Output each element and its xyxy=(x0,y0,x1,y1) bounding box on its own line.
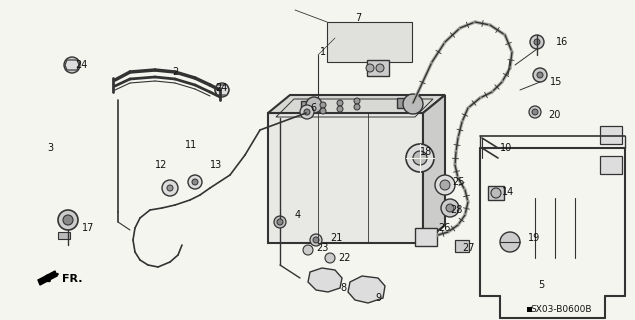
Circle shape xyxy=(537,72,543,78)
Polygon shape xyxy=(423,95,445,243)
Text: 8: 8 xyxy=(340,283,346,293)
Circle shape xyxy=(320,102,326,108)
Text: SX03-B0600B: SX03-B0600B xyxy=(530,306,591,315)
Bar xyxy=(488,186,504,200)
Circle shape xyxy=(303,245,313,255)
Bar xyxy=(301,101,311,109)
Text: 23: 23 xyxy=(316,243,328,253)
Text: 2: 2 xyxy=(172,67,178,77)
Text: 4: 4 xyxy=(295,210,301,220)
Circle shape xyxy=(366,64,374,72)
Text: 15: 15 xyxy=(550,77,563,87)
Bar xyxy=(600,156,622,174)
Bar xyxy=(600,126,622,144)
Text: 16: 16 xyxy=(556,37,568,47)
Circle shape xyxy=(58,210,78,230)
Circle shape xyxy=(413,151,427,165)
Text: 22: 22 xyxy=(338,253,351,263)
Text: 9: 9 xyxy=(375,293,381,303)
Text: 1: 1 xyxy=(320,47,326,57)
Text: 19: 19 xyxy=(528,233,540,243)
Text: 26: 26 xyxy=(438,223,450,233)
Circle shape xyxy=(403,94,423,114)
Polygon shape xyxy=(268,95,445,113)
Circle shape xyxy=(435,175,455,195)
Circle shape xyxy=(354,98,360,104)
Bar xyxy=(397,98,409,108)
Circle shape xyxy=(310,234,322,246)
Bar xyxy=(527,307,532,312)
Circle shape xyxy=(406,144,434,172)
Circle shape xyxy=(491,188,501,198)
Circle shape xyxy=(306,97,322,113)
Circle shape xyxy=(320,108,326,114)
Polygon shape xyxy=(348,276,385,303)
Circle shape xyxy=(534,39,540,45)
Circle shape xyxy=(376,64,384,72)
Circle shape xyxy=(337,100,343,106)
Circle shape xyxy=(325,253,335,263)
Bar xyxy=(367,60,389,76)
Circle shape xyxy=(441,199,459,217)
Text: 20: 20 xyxy=(548,110,560,120)
Circle shape xyxy=(162,180,178,196)
Circle shape xyxy=(300,105,314,119)
Text: 13: 13 xyxy=(210,160,222,170)
Circle shape xyxy=(304,109,310,115)
Circle shape xyxy=(274,216,286,228)
Polygon shape xyxy=(65,60,79,70)
Circle shape xyxy=(167,185,173,191)
Polygon shape xyxy=(38,271,57,285)
Text: 12: 12 xyxy=(155,160,168,170)
Text: 10: 10 xyxy=(500,143,512,153)
Text: 25: 25 xyxy=(452,177,464,187)
Text: 5: 5 xyxy=(538,280,544,290)
Text: 24: 24 xyxy=(75,60,88,70)
Text: 11: 11 xyxy=(185,140,197,150)
Circle shape xyxy=(277,219,283,225)
Circle shape xyxy=(532,109,538,115)
Circle shape xyxy=(354,104,360,110)
Circle shape xyxy=(313,237,319,243)
Text: 18: 18 xyxy=(420,147,432,157)
Circle shape xyxy=(337,106,343,112)
Polygon shape xyxy=(308,268,342,292)
Text: 3: 3 xyxy=(47,143,53,153)
Bar xyxy=(455,240,469,252)
Circle shape xyxy=(440,180,450,190)
Text: 28: 28 xyxy=(450,205,462,215)
Text: 21: 21 xyxy=(330,233,342,243)
Circle shape xyxy=(188,175,202,189)
Circle shape xyxy=(530,35,544,49)
Circle shape xyxy=(529,106,541,118)
Circle shape xyxy=(446,204,454,212)
Text: 6: 6 xyxy=(310,103,316,113)
Bar xyxy=(327,22,412,62)
Circle shape xyxy=(533,68,547,82)
Bar xyxy=(268,113,423,243)
Bar xyxy=(415,228,437,246)
Text: 14: 14 xyxy=(502,187,514,197)
Text: 17: 17 xyxy=(82,223,95,233)
Text: FR.: FR. xyxy=(62,274,83,284)
Text: 24: 24 xyxy=(215,83,227,93)
Bar xyxy=(58,232,70,239)
Circle shape xyxy=(63,215,73,225)
Circle shape xyxy=(64,57,80,73)
Circle shape xyxy=(215,83,229,97)
Text: 7: 7 xyxy=(355,13,361,23)
Polygon shape xyxy=(215,85,229,95)
Text: 27: 27 xyxy=(462,243,474,253)
Circle shape xyxy=(192,179,198,185)
Circle shape xyxy=(500,232,520,252)
